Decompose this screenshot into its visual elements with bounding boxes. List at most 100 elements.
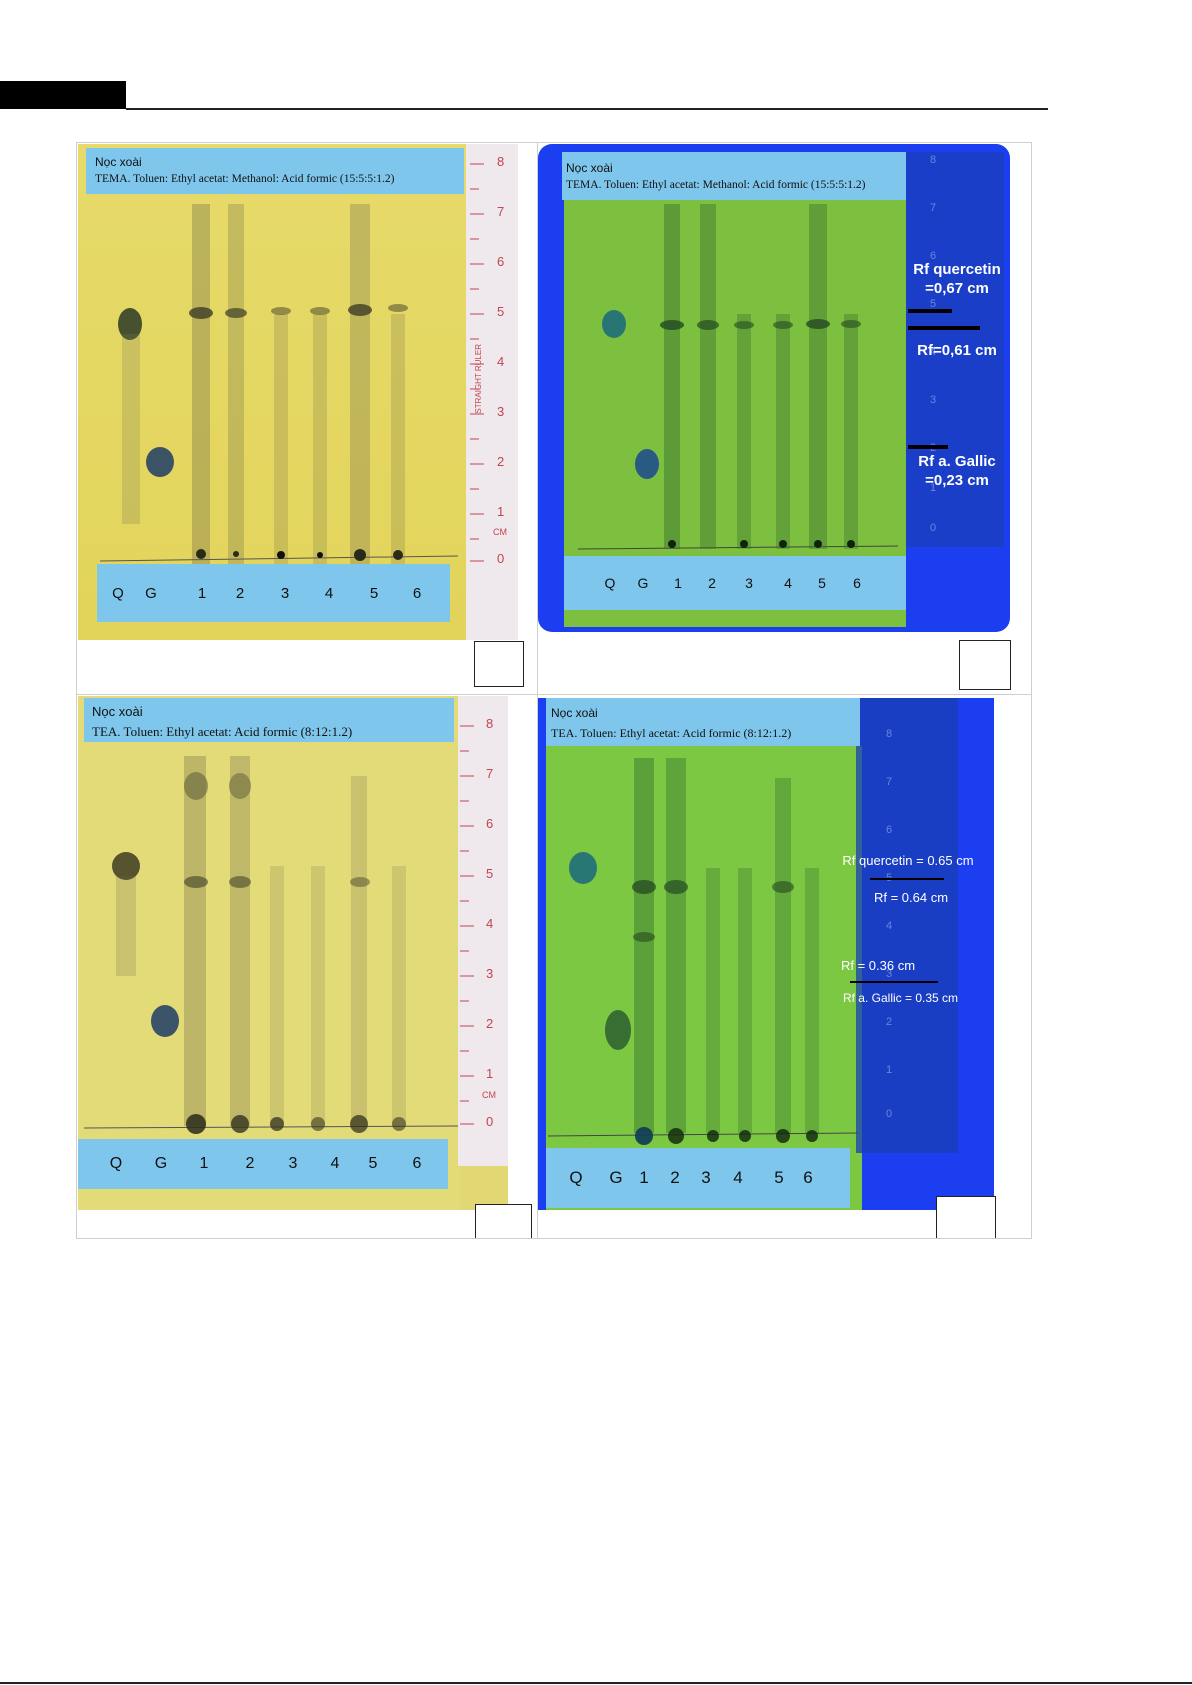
lane-label: 6 [412,584,422,602]
ruler-number: 7 [930,202,937,214]
lane-label: 3 [280,584,290,602]
lane-label: Q [604,575,616,591]
ruler-number: 5 [497,304,505,319]
lane-label: 3 [701,1168,711,1187]
lane-label: 6 [853,575,861,591]
ruler-number: 2 [497,454,505,469]
tlc-panel-c: Nọc xoài TEA. Toluen: Ethyl acetat: Acid… [78,696,536,1238]
footer-rule [0,1682,1192,1684]
ruler-number: 7 [486,766,494,781]
tlc-plate-image: Nọc xoài TEA. Toluen: Ethyl acetat: Acid… [538,698,994,1210]
lane-label-bar: Q G 1 2 3 4 5 6 [97,564,450,622]
tlc-plate-image: Nọc xoài TEA. Toluen: Ethyl acetat: Acid… [78,696,508,1210]
ruler-number: 3 [930,394,937,406]
ruler-number: 4 [486,916,494,931]
ruler-number: 0 [886,1108,893,1120]
ruler: 8 7 6 5 4 3 2 1 0 [860,698,956,1153]
ruler-number: 7 [497,204,505,219]
ruler-number: 1 [886,1064,893,1076]
lane-label: 6 [412,1155,422,1172]
lane-label: 1 [639,1168,649,1187]
lane-label: Q [109,1155,123,1172]
plate-subtitle: TEA. Toluen: Ethyl acetat: Acid formic (… [92,724,353,739]
lane-label: G [154,1155,168,1172]
ruler-number: 7 [886,776,893,788]
ruler-number: 6 [486,816,494,831]
lane-label: 1 [197,584,207,602]
lane-label: 4 [784,575,792,591]
plate-subtitle: TEA. Toluen: Ethyl acetat: Acid formic (… [551,726,792,740]
lane-label: 5 [369,584,379,602]
ruler-ticks [460,725,474,1125]
plate-label-box: Nọc xoài TEMA. Toluen: Ethyl acetat: Met… [86,148,464,194]
tlc-plate-drawing [564,152,1004,627]
ruler-unit: CM [493,527,507,537]
tlc-panel-d: Nọc xoài TEA. Toluen: Ethyl acetat: Acid… [538,696,1032,1238]
plate-label-box: Nọc xoài TEA. Toluen: Ethyl acetat: Acid… [546,698,860,746]
ruler-number: 2 [886,1016,893,1028]
ruler-number: 4 [930,346,937,358]
lane-label: G [637,575,649,591]
lane-label: Q [569,1168,583,1187]
lane-label: 5 [818,575,826,591]
plate-subtitle: TEMA. Toluen: Ethyl acetat: Methanol: Ac… [95,173,395,185]
tlc-panel-b: Nọc xoài TEMA. Toluen: Ethyl acetat: Met… [538,144,1032,693]
ruler-ticks [470,163,484,562]
ruler: 8 7 6 5 4 3 2 1 0 CM STRAIGHT RULER [470,144,516,640]
lane-label: 6 [803,1168,813,1187]
tlc-plate-drawing [546,698,958,1210]
plate-title: Nọc xoài [566,161,613,175]
ruler-number: 0 [497,551,505,566]
rf-annotation: Rf=0,61 cm [917,342,997,359]
ruler-unit: CM [482,1090,496,1100]
ruler-brand: STRAIGHT RULER [474,344,483,414]
lane-label-bar: Q G 1 2 3 4 5 6 [564,556,906,610]
lane-label: Q [112,584,124,602]
ruler-number: 8 [497,154,505,169]
ruler-number: 5 [486,866,494,881]
lane-label: 4 [733,1168,743,1187]
lane-label: 5 [368,1155,378,1172]
lane-label: 3 [745,575,753,591]
plate-title: Nọc xoài [95,155,142,169]
tlc-plate-drawing [78,144,518,640]
ruler-number: 0 [930,522,937,534]
panel-letter-box [959,640,1011,690]
lane-label: 2 [670,1168,680,1187]
lane-label: G [609,1168,623,1187]
tlc-plate-image: Nọc xoài TEMA. Toluen: Ethyl acetat: Met… [78,144,518,640]
lane-label: 4 [330,1155,340,1172]
lane-label: 2 [708,575,716,591]
lane-label: 1 [199,1155,209,1172]
plate-subtitle: TEMA. Toluen: Ethyl acetat: Methanol: Ac… [566,179,866,191]
ruler-number: 8 [486,716,494,731]
rf-annotation: Rf quercetin =0,67 cm [913,261,1001,297]
figure-grid: Nọc xoài TEMA. Toluen: Ethyl acetat: Met… [76,142,1032,1239]
rf-annotation: Rf = 0.36 cm [840,958,916,973]
rf-marker-line [850,981,938,983]
plate-label-box: Nọc xoài TEA. Toluen: Ethyl acetat: Acid… [84,698,454,742]
tlc-plate-image: Nọc xoài TEMA. Toluen: Ethyl acetat: Met… [538,144,1010,632]
ruler-number: 4 [497,354,505,369]
ruler-number: 3 [486,966,494,981]
ruler-number: 8 [930,154,937,166]
ruler-number: 8 [886,728,893,740]
ruler-number: 2 [486,1016,494,1031]
rf-annotation: Rf = 0.64 cm [873,890,949,905]
rf-annotation: Rf a. Gallic = 0.35 cm [842,991,959,1005]
rf-marker-line [908,445,948,449]
lane-label: 3 [288,1155,298,1172]
lane-label: 2 [245,1155,255,1172]
lane-label: 2 [235,584,245,602]
header-rule [126,108,1048,110]
rf-marker-line [908,326,980,330]
rf-annotation: Rf quercetin = 0.65 cm [842,853,974,868]
lane-label-bar: Q G 1 2 3 4 5 6 [78,1139,448,1189]
ruler-number: 6 [497,254,505,269]
grid-divider-vertical [537,143,538,1238]
panel-letter-box [474,641,524,687]
ruler-number: 6 [930,250,937,262]
grid-divider-horizontal [77,694,1031,695]
tlc-plate-drawing [78,696,508,1210]
plate-title: Nọc xoài [551,706,598,720]
